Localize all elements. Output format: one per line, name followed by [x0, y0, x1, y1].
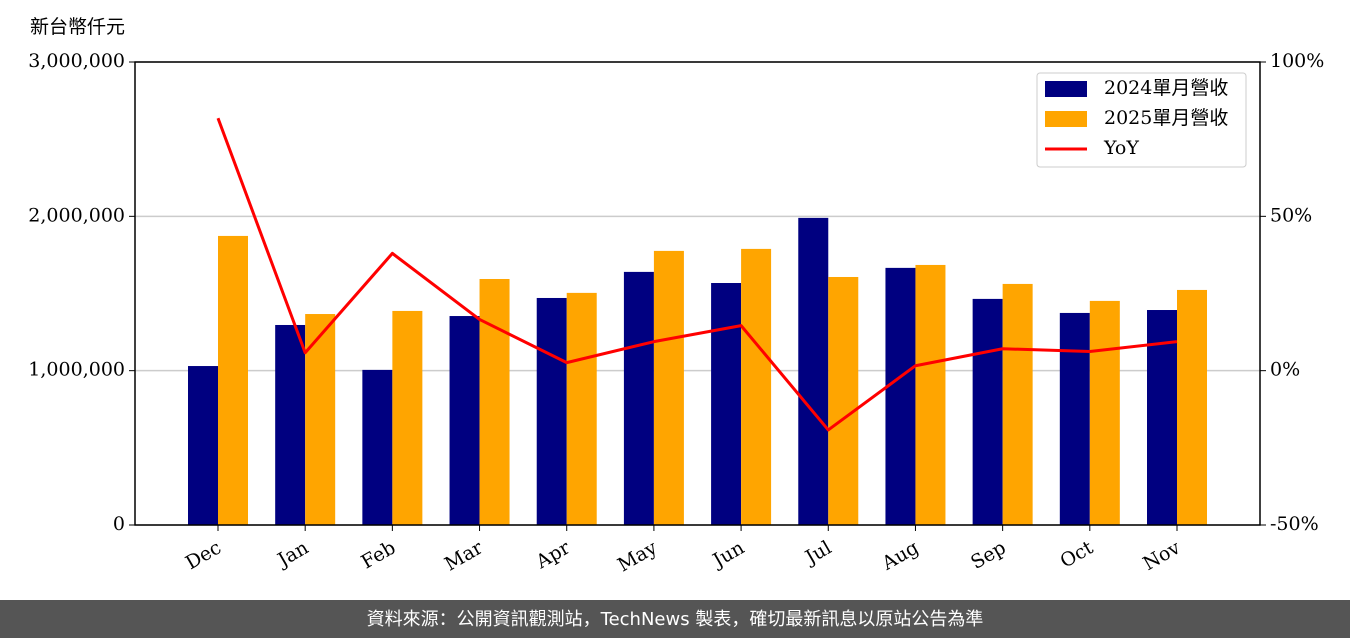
bar — [392, 310, 423, 525]
bar — [479, 278, 510, 525]
footer-text: 資料來源：公開資訊觀測站，TechNews 製表，確切最新訊息以原站公告為準 — [367, 609, 984, 630]
y-tick-label: 2,000,000 — [28, 204, 125, 226]
legend-swatch — [1045, 111, 1087, 127]
x-tick-label: Feb — [358, 537, 400, 574]
bar — [798, 217, 829, 526]
x-tick-label: Oct — [1056, 536, 1097, 572]
bar — [885, 267, 916, 525]
legend-label: 2024單月營收 — [1104, 77, 1228, 99]
x-tick-label: Mar — [441, 536, 487, 575]
x-tick-label: Apr — [532, 536, 575, 573]
y-tick-label: 0 — [113, 513, 125, 535]
x-tick-label: Sep — [967, 537, 1010, 574]
x-tick-label: Aug — [878, 537, 923, 576]
plot-frame — [134, 61, 1261, 526]
bar — [1089, 300, 1120, 525]
x-tick-label: Nov — [1139, 536, 1184, 575]
bar — [1177, 289, 1207, 525]
y2-tick-label: 100% — [1270, 50, 1324, 72]
x-tick-label: Jan — [272, 537, 312, 573]
legend-label: YoY — [1103, 137, 1139, 159]
bar — [536, 297, 567, 525]
line — [216, 117, 1178, 432]
y2-tick-label: 50% — [1270, 204, 1312, 226]
y-tick-label: 3,000,000 — [28, 50, 125, 72]
bar — [623, 271, 654, 525]
y-tick-label: 1,000,000 — [28, 359, 125, 381]
x-tick-label: Dec — [182, 537, 225, 575]
bar — [741, 248, 772, 526]
y-axis-label: 新台幣仟元 — [30, 16, 125, 38]
bar — [449, 316, 480, 525]
bar — [828, 276, 859, 525]
x-tick-label: Jun — [708, 537, 749, 573]
footer-bar — [0, 600, 1350, 638]
y2-tick-label: -50% — [1270, 513, 1319, 535]
bar — [915, 264, 946, 525]
x-tick-label: Jul — [800, 537, 835, 570]
bar — [653, 250, 684, 526]
bar — [275, 324, 306, 525]
bar — [972, 298, 1003, 525]
legend-label: 2025單月營收 — [1104, 107, 1228, 129]
bar — [566, 292, 597, 525]
legend-box — [1036, 72, 1247, 168]
bar — [362, 369, 393, 525]
bar — [711, 283, 742, 525]
legend-swatch — [1045, 81, 1087, 97]
bar — [218, 235, 248, 526]
x-tick-label: May — [614, 536, 661, 576]
y2-tick-label: 0% — [1270, 359, 1300, 381]
bar — [1002, 283, 1033, 525]
bar — [188, 366, 218, 525]
bar — [1059, 312, 1090, 525]
